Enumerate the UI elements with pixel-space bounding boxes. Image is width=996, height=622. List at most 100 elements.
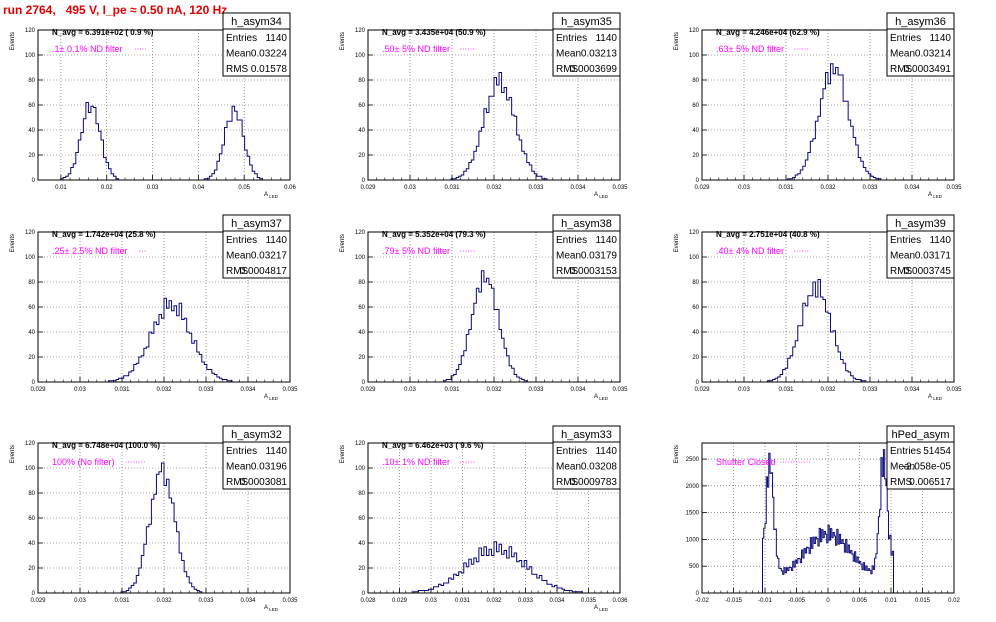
x-axis-label: A LED bbox=[928, 394, 943, 401]
x-tick-label: 0.05 bbox=[238, 185, 250, 191]
y-tick-label: 0 bbox=[362, 380, 366, 386]
histogram-name: h_asym35 bbox=[561, 16, 612, 28]
navg-label: N_avg = 4.246e+04 (62.9 %) bbox=[716, 28, 820, 37]
y-tick-label: 20 bbox=[358, 153, 365, 159]
stats-box-frame bbox=[886, 425, 955, 490]
stats-value: 1140 bbox=[595, 446, 617, 457]
x-tick-label: 0.032 bbox=[486, 598, 502, 604]
y-tick-label: 80 bbox=[358, 78, 365, 84]
x-axis-label: A LED bbox=[264, 192, 279, 199]
stats-box: h_asym37 Entries 1140 Mean 0.03217RMS0.00048… bbox=[222, 214, 291, 279]
stats-box-frame bbox=[552, 12, 621, 77]
y-tick-label: 40 bbox=[692, 330, 699, 336]
x-tick-label: 0.029 bbox=[30, 598, 46, 604]
stats-label: Mean bbox=[226, 462, 251, 473]
x-tick-label: 0.032 bbox=[486, 185, 502, 191]
x-tick-label: 0.029 bbox=[30, 387, 46, 393]
y-tick-label: 20 bbox=[358, 355, 365, 361]
stats-value: 1140 bbox=[265, 235, 287, 246]
y-tick-label: 80 bbox=[358, 491, 365, 497]
stats-value: 0.01578 bbox=[251, 64, 288, 75]
x-tick-label: 0.031 bbox=[114, 598, 130, 604]
x-tick-label: 0.03 bbox=[738, 387, 750, 393]
x-tick-label: 0.02 bbox=[101, 185, 113, 191]
x-tick-label: 0.032 bbox=[486, 387, 502, 393]
stats-label: Entries bbox=[556, 33, 587, 44]
y-tick-label: 20 bbox=[28, 566, 35, 572]
filter-annotation: 100% (No filter) bbox=[52, 457, 115, 467]
y-axis-label: Events bbox=[674, 234, 680, 252]
filter-annotation: .40± 4% ND filter bbox=[716, 246, 784, 256]
histogram-line bbox=[702, 449, 954, 594]
stats-value: 0.0003491 bbox=[904, 64, 952, 75]
stats-label: Entries bbox=[226, 33, 257, 44]
y-tick-label: 40 bbox=[692, 128, 699, 134]
stats-value: 0.03196 bbox=[251, 462, 288, 473]
stats-value: 1140 bbox=[265, 446, 287, 457]
y-tick-label: 60 bbox=[692, 103, 699, 109]
y-axis-label: Events bbox=[674, 32, 680, 50]
x-axis-label-subscript: LED bbox=[932, 194, 943, 199]
stats-value: 0.03213 bbox=[581, 49, 618, 60]
navg-label: N_avg = 3.435e+04 (50.9 %) bbox=[382, 28, 486, 37]
stats-box-frame bbox=[886, 12, 955, 77]
y-tick-label: 100 bbox=[25, 53, 36, 59]
stats-value: 51454 bbox=[923, 446, 951, 457]
histogram-line bbox=[368, 270, 620, 383]
y-tick-label: 80 bbox=[358, 280, 365, 286]
stats-label: Mean bbox=[226, 251, 251, 262]
stats-label: Entries bbox=[890, 446, 921, 457]
x-tick-label: 0.029 bbox=[694, 185, 710, 191]
x-tick-label: 0.035 bbox=[946, 185, 962, 191]
x-tick-label: -0.005 bbox=[788, 598, 806, 604]
navg-label: N_avg = 5.352e+04 (79.3 %) bbox=[382, 230, 486, 239]
y-tick-label: 120 bbox=[25, 28, 36, 34]
x-tick-label: 0.035 bbox=[946, 387, 962, 393]
x-tick-label: 0.033 bbox=[528, 387, 544, 393]
y-tick-label: 0 bbox=[32, 380, 36, 386]
histogram-panel-h_asym35: 0.029 0.03 0.031 0.032 0.033 0.034 0.035 0 20 40 6… bbox=[340, 12, 628, 199]
stats-label: Mean bbox=[556, 462, 581, 473]
y-tick-label: 0 bbox=[696, 178, 700, 184]
y-axis-label: Events bbox=[340, 445, 346, 463]
y-axis-label: Events bbox=[340, 234, 346, 252]
x-tick-label: -0.01 bbox=[758, 598, 772, 604]
x-tick-label: 0.03 bbox=[738, 185, 750, 191]
stats-label: Mean bbox=[890, 251, 915, 262]
stats-value: 0.0009783 bbox=[570, 477, 618, 488]
x-axis-label-subscript: LED bbox=[268, 396, 279, 401]
x-tick-label: 0.02 bbox=[948, 598, 960, 604]
navg-label: N_avg = 2.751e+04 (40.8 %) bbox=[716, 230, 820, 239]
histogram-panel-h_asym36: 0.029 0.03 0.031 0.032 0.033 0.034 0.035 0 20 40 6… bbox=[674, 12, 962, 199]
x-tick-label: 0.04 bbox=[193, 185, 205, 191]
x-axis-label: A LED bbox=[594, 394, 609, 401]
x-tick-label: 0.034 bbox=[240, 387, 256, 393]
stats-box: h_asym39 Entries 1140 Mean 0.03171RMS0.00037… bbox=[886, 214, 955, 279]
stats-value: 0.03171 bbox=[915, 251, 952, 262]
stats-label: RMS bbox=[890, 477, 913, 488]
stats-label: RMS bbox=[226, 477, 249, 488]
stats-label: Mean bbox=[890, 462, 915, 473]
y-axis-label: Events bbox=[10, 32, 16, 50]
stats-label: Entries bbox=[556, 235, 587, 246]
stats-label: Mean bbox=[556, 251, 581, 262]
y-tick-label: 80 bbox=[692, 78, 699, 84]
stats-box-frame bbox=[552, 214, 621, 279]
stats-value: 0.03208 bbox=[581, 462, 618, 473]
stats-label: RMS bbox=[556, 266, 579, 277]
x-tick-label: 0.029 bbox=[360, 387, 376, 393]
y-tick-label: 60 bbox=[358, 516, 365, 522]
y-tick-label: 40 bbox=[358, 330, 365, 336]
histogram-line bbox=[702, 279, 954, 383]
y-tick-label: 40 bbox=[358, 541, 365, 547]
y-tick-label: 80 bbox=[692, 280, 699, 286]
histogram-name: h_asym34 bbox=[231, 16, 282, 28]
x-tick-label: -0.015 bbox=[725, 598, 743, 604]
y-tick-label: 60 bbox=[358, 103, 365, 109]
navg-label: N_avg = 6.391e+02 ( 0.9 %) bbox=[52, 28, 154, 37]
stats-value: 0.006517 bbox=[909, 477, 951, 488]
y-axis-label: Events bbox=[10, 234, 16, 252]
x-tick-label: 0.03 bbox=[74, 387, 86, 393]
histogram-name: h_asym32 bbox=[231, 429, 282, 441]
stats-label: Entries bbox=[890, 235, 921, 246]
